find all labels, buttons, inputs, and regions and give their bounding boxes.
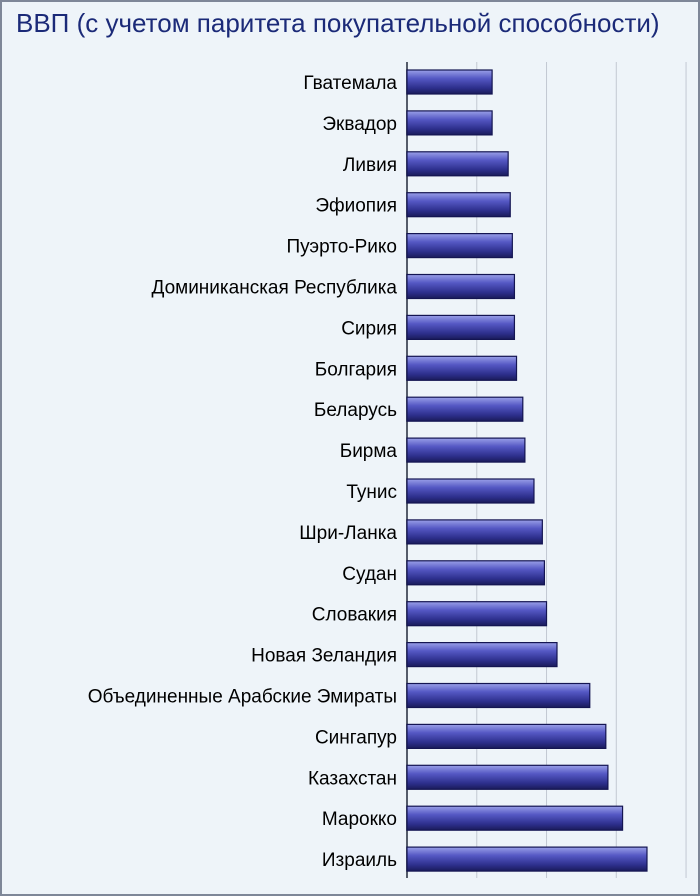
chart-title: ВВП (с учетом паритета покупательной спо… <box>16 8 660 38</box>
bar-17 <box>406 723 607 750</box>
bar-7 <box>406 314 516 340</box>
bar-20 <box>406 846 648 872</box>
bar-18 <box>406 764 609 790</box>
bar-13 <box>406 560 546 586</box>
category-label: Болгария <box>315 359 397 380</box>
bar-5 <box>406 233 513 259</box>
bar-3 <box>406 151 509 177</box>
bar-8 <box>406 355 518 381</box>
bar-14 <box>406 601 548 627</box>
bar-12 <box>406 519 543 545</box>
category-label: Казахстан <box>308 768 397 789</box>
bar-15 <box>406 641 558 668</box>
category-label: Сингапур <box>315 727 397 748</box>
category-label: Беларусь <box>314 400 397 421</box>
bar-2 <box>406 110 493 136</box>
category-label: Объединенные Арабские Эмираты <box>88 687 397 708</box>
bar-16 <box>406 682 591 709</box>
category-labels: Гватемала Эквадор Ливия Эфиопия Пуэрто-Рико Д… <box>88 73 398 871</box>
category-label: Доминиканская Республика <box>151 278 397 299</box>
category-label: Сирия <box>341 318 397 339</box>
category-label: Гватемала <box>303 73 397 94</box>
category-label: Израиль <box>322 850 397 871</box>
category-label: Пуэрто-Рико <box>286 237 397 258</box>
gridlines <box>406 62 687 878</box>
category-label: Эфиопия <box>315 196 397 217</box>
bar-19 <box>406 805 624 831</box>
category-label: Ливия <box>343 155 397 176</box>
bars <box>406 69 648 872</box>
bar-1 <box>406 69 493 95</box>
category-label: Судан <box>342 564 397 585</box>
category-label: Новая Зеландия <box>251 646 397 667</box>
bar-10 <box>406 437 526 463</box>
bar-6 <box>406 273 516 300</box>
category-label: Словакия <box>312 605 397 626</box>
bar-9 <box>406 396 524 422</box>
category-label: Тунис <box>346 482 397 503</box>
bar-4 <box>406 192 511 218</box>
category-label: Марокко <box>322 809 397 830</box>
category-label: Шри-Ланка <box>299 523 397 544</box>
category-label: Бирма <box>340 441 398 462</box>
bar-11 <box>406 478 535 504</box>
category-label: Эквадор <box>322 114 397 135</box>
